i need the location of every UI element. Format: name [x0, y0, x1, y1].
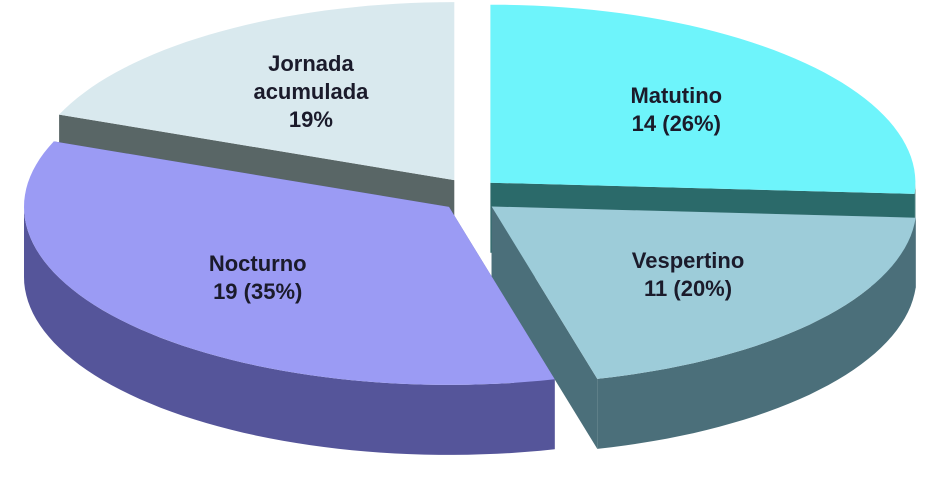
value-label: 19 (35%)	[213, 278, 303, 304]
slice-label: Jornada acumulada 19%	[201, 50, 421, 134]
radial-wall	[491, 206, 598, 449]
slice	[491, 206, 916, 449]
outer-wall	[24, 206, 555, 455]
slice-top	[24, 141, 555, 385]
slice-label: Nocturno 19 (35%)	[148, 250, 368, 306]
category-label: Jornada acumulada	[253, 50, 369, 104]
value-label: 11 (20%)	[644, 275, 733, 301]
outer-wall	[597, 217, 916, 449]
value-label: 19%	[288, 106, 333, 132]
slice-top	[59, 2, 455, 181]
category-label: Nocturno	[208, 250, 307, 276]
slice-top	[491, 206, 916, 379]
slice-top	[490, 4, 916, 194]
category-label: Vespertino	[631, 247, 745, 273]
slice	[24, 141, 555, 455]
slice-label: Vespertino 11 (20%)	[578, 247, 798, 303]
value-label: 14 (26%)	[631, 110, 721, 136]
category-label: Matutino	[630, 82, 723, 108]
slice-label: Matutino 14 (26%)	[566, 82, 786, 138]
